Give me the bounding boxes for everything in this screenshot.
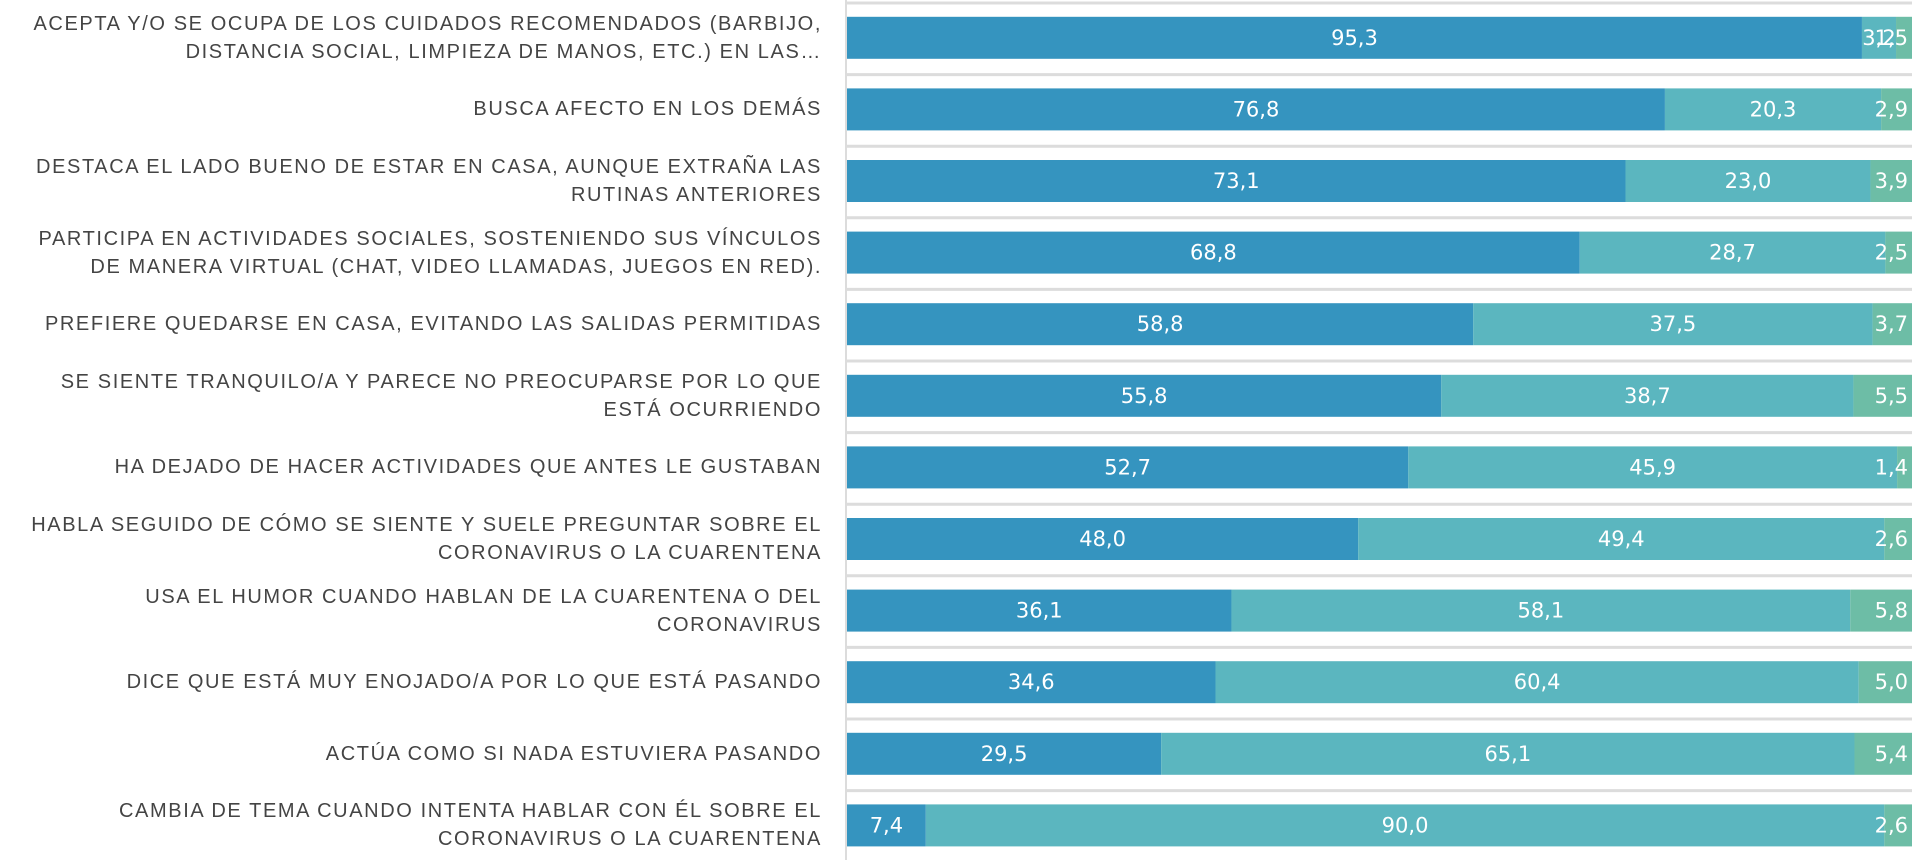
bar-segment [1579,231,1886,274]
category-label: PREFIERE QUEDARSE EN CASA, EVITANDO LAS … [0,288,822,360]
category-label: DICE QUE ESTÁ MUY ENOJADO/A POR LO QUE E… [0,646,822,718]
category-label: ACTÚA COMO SI NADA ESTUVIERA PASANDO [0,718,822,790]
value-label: 2,6 [1875,813,1908,837]
value-label: 68,8 [1190,241,1237,265]
bar-segment [847,661,1216,704]
category-label: DESTACA EL LADO BUENO DE ESTAR EN CASA, … [0,145,822,217]
bar-segment [1884,804,1912,847]
value-label: 2,6 [1875,527,1908,551]
bar-segment [847,88,1665,131]
category-text: CAMBIA DE TEMA CUANDO INTENTA HABLAR CON… [119,800,822,851]
value-label: 1,5 [1875,26,1908,50]
category-label: SE SIENTE TRANQUILO/A Y PARECE NO PREOCU… [0,360,822,432]
bar-segment [1853,374,1912,417]
bar-segment [847,374,1442,417]
category-label: PARTICIPA EN ACTIVIDADES SOCIALES, SOSTE… [0,217,822,289]
bar-segment [1850,589,1912,632]
value-label: 1,4 [1875,455,1908,479]
value-label: 20,3 [1750,97,1797,121]
value-label: 2,9 [1875,97,1908,121]
bar-segment [1625,160,1871,202]
value-label: 58,1 [1517,599,1564,623]
bar-segment [1870,160,1912,202]
value-label: 34,6 [1008,670,1055,694]
category-text: ACTÚA COMO SI NADA ESTUVIERA PASANDO [325,742,822,765]
value-label: 29,5 [981,742,1028,766]
bar-segment [1858,661,1912,704]
bar-segment [847,732,1162,775]
bar-segment [1358,518,1885,560]
value-label: 60,4 [1514,670,1561,694]
bar-segment [847,160,1626,202]
value-label: 65,1 [1484,742,1531,766]
value-label: 76,8 [1233,97,1280,121]
bar-segment [1231,589,1851,632]
value-label: 5,4 [1875,742,1908,766]
bar-segment [1885,231,1912,274]
category-label: CAMBIA DE TEMA CUANDO INTENTA HABLAR CON… [0,790,822,860]
category-label: BUSCA AFECTO EN LOS DEMÁS [0,74,822,146]
value-label: 3,7 [1875,312,1908,336]
value-label: 28,7 [1709,241,1756,265]
value-label: 58,8 [1137,312,1184,336]
bar-segment [1215,661,1859,704]
category-label: ACEPTA Y/O SE OCUPA DE LOS CUIDADOS RECO… [0,2,822,74]
category-text: SE SIENTE TRANQUILO/A Y PARECE NO PREOCU… [60,370,822,421]
bar-segment [1897,446,1912,489]
category-text: HABLA SEGUIDO DE CÓMO SE SIENTE Y SUELE … [31,513,822,564]
category-text: BUSCA AFECTO EN LOS DEMÁS [473,98,822,121]
value-label: 5,8 [1875,599,1908,623]
bar-segment [1161,732,1855,775]
bar-segment [847,518,1359,560]
value-label: 7,4 [870,813,903,837]
category-text: PARTICIPA EN ACTIVIDADES SOCIALES, SOSTE… [38,227,822,278]
category-text: HA DEJADO DE HACER ACTIVIDADES QUE ANTES… [114,456,822,479]
value-label: 49,4 [1598,527,1645,551]
bar-segment [1408,446,1898,489]
value-label: 2,5 [1875,241,1908,265]
bar-segment [847,303,1474,346]
value-label: 45,9 [1629,455,1676,479]
category-text: USA EL HUMOR CUANDO HABLAN DE LA CUARENT… [145,585,822,636]
value-label: 3,2 [1862,26,1895,50]
bar-segment [847,804,926,847]
category-label: HA DEJADO DE HACER ACTIVIDADES QUE ANTES… [0,432,822,504]
bar-segment [847,446,1409,489]
value-label: 95,3 [1331,26,1378,50]
value-label: 52,7 [1104,455,1151,479]
bar-segment [1861,16,1897,59]
value-label: 36,1 [1016,599,1063,623]
value-label: 3,9 [1875,169,1908,193]
bar-segment [925,804,1885,847]
value-label: 55,8 [1121,384,1168,408]
bar-segment [1441,374,1854,417]
bar-segment [1881,88,1912,131]
bar-segment [847,231,1580,274]
bar-segment [1473,303,1873,346]
bar-segment [1854,732,1912,775]
bar-segment [847,16,1862,59]
bar-segment [1884,518,1912,560]
bar-segment [1896,16,1912,59]
category-label: USA EL HUMOR CUANDO HABLAN DE LA CUARENT… [0,575,822,647]
value-label: 37,5 [1650,312,1697,336]
value-label: 5,0 [1875,670,1908,694]
value-label: 73,1 [1213,169,1260,193]
bar-segment [1872,303,1912,346]
value-label: 38,7 [1624,384,1671,408]
value-label: 23,0 [1725,169,1772,193]
category-text: DICE QUE ESTÁ MUY ENOJADO/A POR LO QUE E… [126,671,822,694]
category-label: HABLA SEGUIDO DE CÓMO SE SIENTE Y SUELE … [0,503,822,575]
value-label: 90,0 [1382,813,1429,837]
category-text: DESTACA EL LADO BUENO DE ESTAR EN CASA, … [36,155,822,206]
category-text: ACEPTA Y/O SE OCUPA DE LOS CUIDADOS RECO… [33,12,822,63]
bar-segment [847,589,1232,632]
bar-segment [1664,88,1882,131]
value-label: 5,5 [1875,384,1908,408]
category-text: PREFIERE QUEDARSE EN CASA, EVITANDO LAS … [44,313,822,336]
value-label: 48,0 [1079,527,1126,551]
